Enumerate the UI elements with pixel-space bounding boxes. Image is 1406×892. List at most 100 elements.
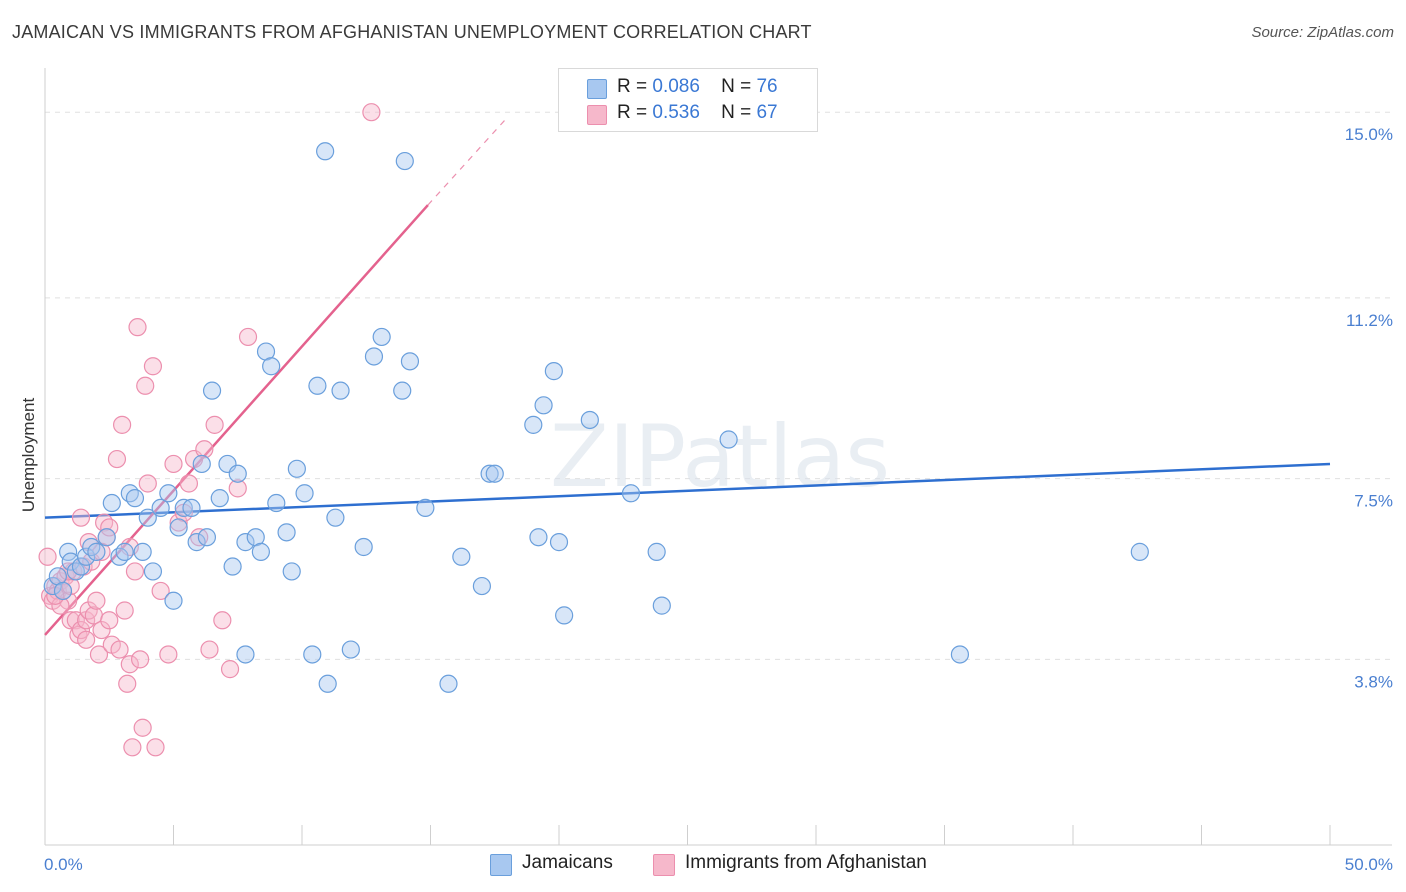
jamaican-point [400,352,420,371]
jamaican-point [53,581,73,601]
afghanistan-point [51,596,70,615]
bottom-legend-label: Immigrants from Afghanistan [685,852,927,873]
y-axis-label: Unemployment [19,398,38,513]
jamaican-point [251,542,270,561]
grid-lines [45,111,1392,660]
jamaican-point [202,381,222,400]
jamaican-point [287,459,306,478]
afghanistan-point [92,620,111,640]
afghanistan-point [71,620,91,640]
legend-r-label: R = [617,76,648,97]
chart-title: JAMAICAN VS IMMIGRANTS FROM AFGHANISTAN … [12,22,812,42]
legend-n-value: 76 [756,76,778,97]
source-label: Source: ZipAtlas.com [1251,24,1394,41]
jamaican-point [223,557,242,576]
jamaican-point [524,415,543,434]
legend-r-value: 0.536 [652,102,700,123]
jamaican-point [102,493,121,513]
jamaican-point [1130,542,1149,561]
jamaican-point [326,508,345,527]
jamaican-point [71,557,91,576]
y-tick-label: 15.0% [1345,125,1393,144]
afghanistan-point [200,640,219,659]
trend-lines [44,116,1331,636]
jamaican-point [43,576,62,596]
y-tick-label: 11.2% [1346,311,1393,330]
afghanistan-point [79,533,98,552]
jamaican-point [555,606,574,625]
afghanistan-point [133,718,152,737]
afghanistan-point [107,449,127,469]
jamaican-point [534,396,553,415]
legend-swatch-pink [587,105,607,125]
jamaican-point [236,645,255,664]
afghanistan-point [159,645,178,664]
jamaican-point [77,547,96,566]
afghanistan-point [146,738,165,757]
jamaican-point [372,327,391,347]
jamaican-point [316,142,335,161]
jamaican-point [364,347,384,366]
afghanistan-point [115,601,134,620]
afghanistan-points [38,103,381,757]
jamaican-point [331,381,350,400]
jamaican-point [277,523,296,542]
afghanistan-point [362,103,381,122]
afghanistan-point [151,581,170,601]
jamaican-point [416,498,435,518]
afghanistan-point [71,508,91,527]
x-tick-label: 50.0% [1345,855,1393,874]
y-tick-labels: 3.8% 7.5% 11.2% 15.0% [1345,125,1393,691]
jamaican-point [719,430,738,449]
jamaican-point [485,464,504,483]
jamaican-point [66,562,85,581]
watermark: ZIPatlas [550,407,890,507]
jamaican-point [652,596,671,615]
jamaican-point [182,498,201,518]
legend-swatch-blue [587,79,607,99]
jamaican-point [262,357,281,376]
jamaican-point [151,498,170,518]
afghanistan-point [112,415,132,434]
jamaican-point [647,542,666,561]
jamaican-point [125,489,145,508]
y-tick-label: 3.8% [1354,672,1393,691]
jamaican-point [480,464,499,483]
afghanistan-point [228,479,247,498]
jamaican-point [192,454,211,474]
afghanistan-point [87,591,106,610]
afghanistan-point [130,650,150,669]
jamaican-point [544,362,563,381]
bottom-swatch-pink [653,854,675,876]
jamaican-point [621,484,641,503]
jamaican-point [82,537,101,557]
jamaican-point [580,410,599,430]
jamaican-point [549,533,569,552]
x-tick-labels: 0.0% 50.0% [44,855,1393,874]
jamaican-point [169,518,188,537]
afghanistan-point [238,327,258,347]
afghanistan-trend-extension [427,116,509,206]
afghanistan-point [79,601,98,620]
jamaican-point [143,562,163,581]
afghanistan-point [205,415,224,434]
afghanistan-point [123,738,142,757]
jamaican-point [236,533,255,552]
jamaican-point [164,591,183,610]
afghanistan-point [66,611,85,630]
afghanistan-point [125,562,145,581]
bottom-legend-label: Jamaicans [522,852,613,873]
jamaican-point [120,484,139,503]
legend-n-value: 67 [756,102,778,123]
afghanistan-point [136,376,155,395]
jamaican-point [439,674,458,693]
y-tick-label: 7.5% [1354,492,1393,511]
legend-r-label: R = [617,102,648,123]
afghanistan-point [89,645,109,664]
afghanistan-trend-line [44,204,429,636]
afghanistan-point [120,655,139,674]
bottom-swatch-blue [490,854,512,876]
jamaican-trend-line [44,462,1331,519]
afghanistan-point [220,660,240,679]
